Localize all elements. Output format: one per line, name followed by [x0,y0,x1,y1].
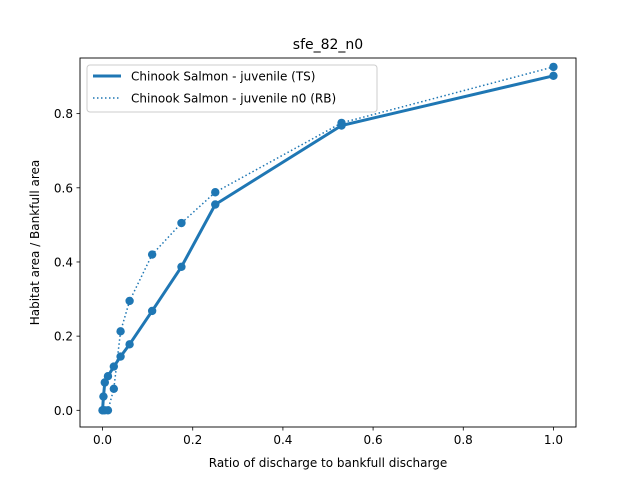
x-tick-label-1: 0.2 [183,433,202,447]
series-layer [98,62,558,415]
y-tick-label-3: 0.6 [54,181,73,195]
plot-frame [79,57,577,428]
series-1-point-8 [211,188,220,197]
series-0-point-9 [211,200,220,209]
legend-box [86,64,378,113]
x-tick-label-4: 0.8 [454,433,473,447]
series-1-point-10 [549,62,558,72]
series-0-point-11 [549,71,558,81]
legend-label-rb: Chinook Salmon - juvenile n0 (RB) [131,92,336,106]
series-1-point-3 [109,384,119,393]
series-0-point-3 [103,371,113,381]
legend-label-ts: Chinook Salmon - juvenile (TS) [131,70,315,84]
series-1-point-6 [147,250,157,259]
y-axis-label: Habitat area / Bankfull area [28,160,42,326]
x-tick-label-0: 0.0 [93,433,112,447]
y-tick-label-1: 0.2 [54,330,73,344]
legend: Chinook Salmon - juvenile (TS) Chinook S… [86,64,378,113]
chart-title: sfe_82_n0 [293,37,363,53]
series-1-point-9 [337,118,346,128]
y-tick-label-0: 0.0 [54,404,73,418]
x-tick-label-5: 1.0 [544,433,563,447]
series-1-point-5 [125,296,134,306]
series-0-point-2 [100,378,110,387]
x-axis-label: Ratio of discharge to bankfull discharge [209,456,447,470]
y-tick-label-2: 0.4 [54,255,73,269]
plot-area [80,58,576,427]
series-0-point-7 [147,306,157,316]
series-0-point-1 [99,392,108,401]
series-1-point-7 [177,218,186,228]
x-tick-label-3: 0.6 [364,433,383,447]
axis-layer: 0.0 0.2 0.4 0.6 0.8 1.0 0.0 0.2 0.4 0.6 0.8 [54,107,563,447]
series-0-point-6 [125,340,134,349]
series-0-point-5 [116,352,125,361]
series-1-point-2 [103,406,113,415]
series-0-point-4 [109,362,119,371]
y-tick-label-4: 0.8 [54,107,73,121]
series-0-point-8 [177,262,186,271]
series-1-point-4 [116,327,125,336]
x-tick-label-2: 0.4 [273,433,292,447]
